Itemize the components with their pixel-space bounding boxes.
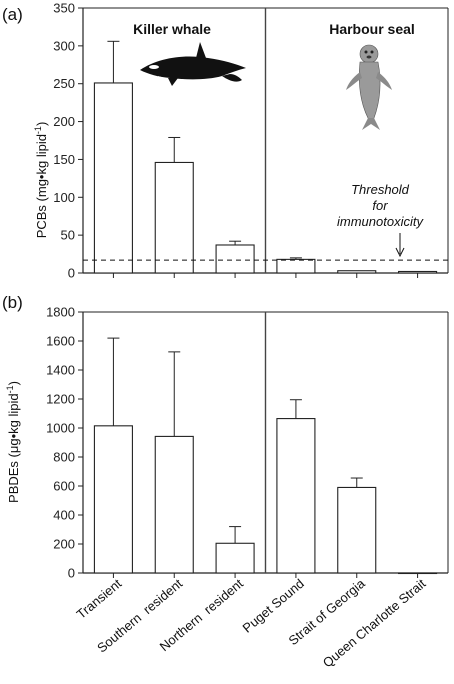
bar xyxy=(215,542,255,574)
harbour-seal-icon xyxy=(346,44,392,130)
bar xyxy=(93,425,133,574)
y-tick-label: 200 xyxy=(53,537,75,552)
y-tick-label: 1800 xyxy=(46,305,75,320)
panel-b-letter: (b) xyxy=(2,293,23,312)
bar xyxy=(398,270,438,274)
threshold-label-line-3: immunotoxicity xyxy=(337,214,424,229)
y-tick-label: 300 xyxy=(53,38,75,53)
threshold-label-line-1: Threshold xyxy=(351,182,410,197)
threshold-label-line-2: for xyxy=(372,198,388,213)
y-tick-label: 600 xyxy=(53,479,75,494)
group-title-harbour-seal: Harbour seal xyxy=(329,21,415,37)
bar xyxy=(337,486,377,574)
bar xyxy=(337,270,377,274)
y-tick-label: 1000 xyxy=(46,421,75,436)
y-tick-label: 800 xyxy=(53,450,75,465)
y-tick-label: 1400 xyxy=(46,363,75,378)
y-tick-label: 100 xyxy=(53,190,75,205)
y-tick-label: 0 xyxy=(68,566,75,581)
x-category-label: Transient xyxy=(74,576,125,622)
y-tick-label: 50 xyxy=(61,228,75,243)
y-tick-label: 0 xyxy=(68,266,75,281)
y-tick-label: 400 xyxy=(53,508,75,523)
x-category-label: Queen Charlotte Strait xyxy=(320,576,429,671)
y-tick-label: 150 xyxy=(53,152,75,167)
panel-a-y-axis-title: PCBs (mg•kg lipid-1) xyxy=(33,122,49,239)
bar xyxy=(276,258,316,274)
y-tick-label: 250 xyxy=(53,76,75,91)
bar xyxy=(276,418,316,574)
y-tick-label: 350 xyxy=(53,1,75,16)
bar xyxy=(215,244,255,274)
threshold-arrow xyxy=(395,233,405,258)
panel-a-pcbs-chart: (a) PCBs (mg•kg lipid-1) Killer whale Ha… xyxy=(2,1,449,281)
y-tick-label: 1600 xyxy=(46,334,75,349)
bar xyxy=(93,82,133,274)
killer-whale-icon xyxy=(140,42,246,86)
panel-b-y-axis-title: PBDEs (μg•kg lipid-1) xyxy=(5,381,21,503)
y-tick-label: 200 xyxy=(53,114,75,129)
panel-b-pbdes-chart: (b) PBDEs (μg•kg lipid-1) 0 200 400 600 800 1… xyxy=(2,293,449,581)
group-title-killer-whale: Killer whale xyxy=(133,21,211,37)
bar xyxy=(398,572,438,575)
y-tick-label: 1200 xyxy=(46,392,75,407)
bar xyxy=(154,435,194,574)
bar xyxy=(154,161,194,274)
panel-a-letter: (a) xyxy=(2,5,23,24)
